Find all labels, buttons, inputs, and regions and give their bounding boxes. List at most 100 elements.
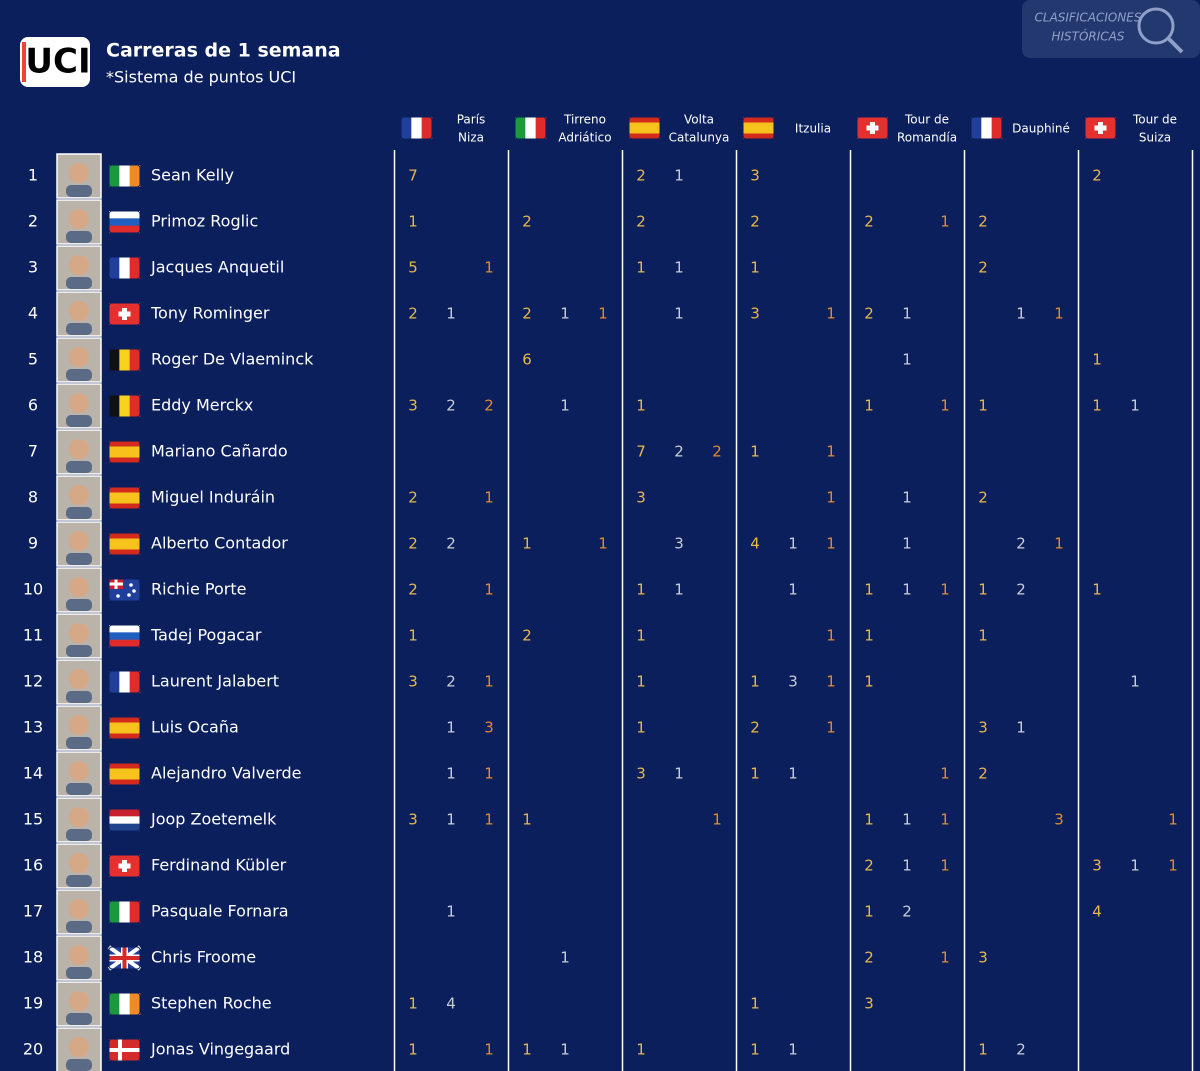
flag-part — [109, 225, 140, 234]
placement-count: 1 — [1092, 397, 1102, 415]
placement-count: 2 — [408, 305, 418, 323]
placement-count: 1 — [750, 673, 760, 691]
placement-count: 1 — [674, 259, 684, 277]
flag-part — [109, 257, 120, 279]
rider-name: Pasquale Fornara — [151, 902, 289, 921]
rank: 13 — [23, 718, 43, 737]
placement-count: 1 — [940, 765, 950, 783]
rider-name: Richie Porte — [151, 580, 246, 599]
flag-part — [119, 257, 130, 279]
flag-part — [515, 117, 526, 139]
placement-count: 1 — [864, 397, 874, 415]
placement-count: 2 — [864, 857, 874, 875]
placement-count: 1 — [1016, 305, 1026, 323]
flag-part — [109, 1048, 140, 1052]
rank: 14 — [23, 764, 43, 783]
placement-count: 1 — [484, 811, 494, 829]
flag-part — [981, 117, 992, 139]
flag-border — [108, 256, 141, 280]
flag-part — [109, 349, 120, 371]
placement-count: 1 — [940, 581, 950, 599]
rank: 1 — [28, 166, 38, 185]
placement-count: 1 — [1092, 581, 1102, 599]
placement-count: 1 — [750, 1041, 760, 1059]
flag — [108, 164, 141, 188]
placement-count: 1 — [446, 811, 456, 829]
flag — [108, 1038, 141, 1062]
flag-part — [109, 625, 140, 633]
rank: 12 — [23, 672, 43, 691]
flag-border — [108, 578, 141, 602]
placement-count: 2 — [522, 305, 532, 323]
flag — [108, 854, 141, 878]
rider-photo-body — [66, 967, 92, 979]
placement-count: 1 — [978, 627, 988, 645]
rider-photo-face — [69, 853, 89, 873]
rider-name: Laurent Jalabert — [151, 672, 279, 691]
placement-count: 1 — [826, 673, 836, 691]
placement-count: 3 — [636, 765, 646, 783]
rank: 18 — [23, 948, 43, 967]
rider-photo-body — [66, 553, 92, 565]
flag-part — [109, 816, 140, 824]
placement-count: 2 — [978, 765, 988, 783]
placement-count: 1 — [978, 397, 988, 415]
placement-count: 7 — [636, 443, 646, 461]
rank: 9 — [28, 534, 38, 553]
flag-border — [108, 854, 141, 878]
placement-count: 2 — [978, 489, 988, 507]
rider-photo-face — [69, 899, 89, 919]
placement-count: 1 — [674, 305, 684, 323]
flag-part — [119, 165, 130, 187]
flag-border — [742, 116, 775, 140]
placement-count: 2 — [978, 259, 988, 277]
flag-border — [108, 992, 141, 1016]
placement-count: 1 — [408, 627, 418, 645]
flag — [400, 116, 433, 140]
flag-part — [109, 722, 140, 734]
flag — [108, 440, 141, 464]
flag-part — [109, 671, 120, 693]
placement-count: 2 — [1016, 535, 1026, 553]
rider-photo-body — [66, 1013, 92, 1025]
placement-count: 1 — [864, 903, 874, 921]
placement-count: 1 — [484, 765, 494, 783]
placement-count: 1 — [902, 351, 912, 369]
placement-count: 1 — [1016, 719, 1026, 737]
rider-photo-body — [66, 783, 92, 795]
flag — [108, 808, 141, 832]
flag-part — [119, 901, 130, 923]
column-header: Tour de — [1132, 113, 1177, 127]
logo: UCI — [25, 42, 90, 82]
flag-part — [411, 117, 422, 139]
rider-photo-face — [69, 485, 89, 505]
rider-photo-body — [66, 507, 92, 519]
flag — [108, 256, 141, 280]
placement-count: 1 — [826, 443, 836, 461]
rider-photo-face — [69, 715, 89, 735]
placement-count: 1 — [560, 949, 570, 967]
placement-count: 2 — [522, 213, 532, 231]
rider-name: Stephen Roche — [151, 994, 272, 1013]
column-header: Romandía — [897, 131, 957, 145]
flag — [108, 210, 141, 234]
placement-count: 2 — [1092, 167, 1102, 185]
flag-part — [129, 257, 141, 279]
flag-border — [108, 164, 141, 188]
flag-part — [118, 311, 131, 317]
placement-count: 1 — [826, 305, 836, 323]
rider-photo-face — [69, 255, 89, 275]
placement-count: 6 — [522, 351, 532, 369]
placement-count: 1 — [560, 305, 570, 323]
placement-count: 1 — [940, 397, 950, 415]
placement-count: 1 — [408, 1041, 418, 1059]
flag-border — [514, 116, 547, 140]
placement-count: 1 — [598, 305, 608, 323]
rider-photo-body — [66, 645, 92, 657]
placement-count: 1 — [750, 765, 760, 783]
placement-count: 1 — [484, 489, 494, 507]
rank: 2 — [28, 212, 38, 231]
placement-count: 2 — [408, 581, 418, 599]
rider-name: Primoz Roglic — [151, 212, 258, 231]
rank: 16 — [23, 856, 43, 875]
